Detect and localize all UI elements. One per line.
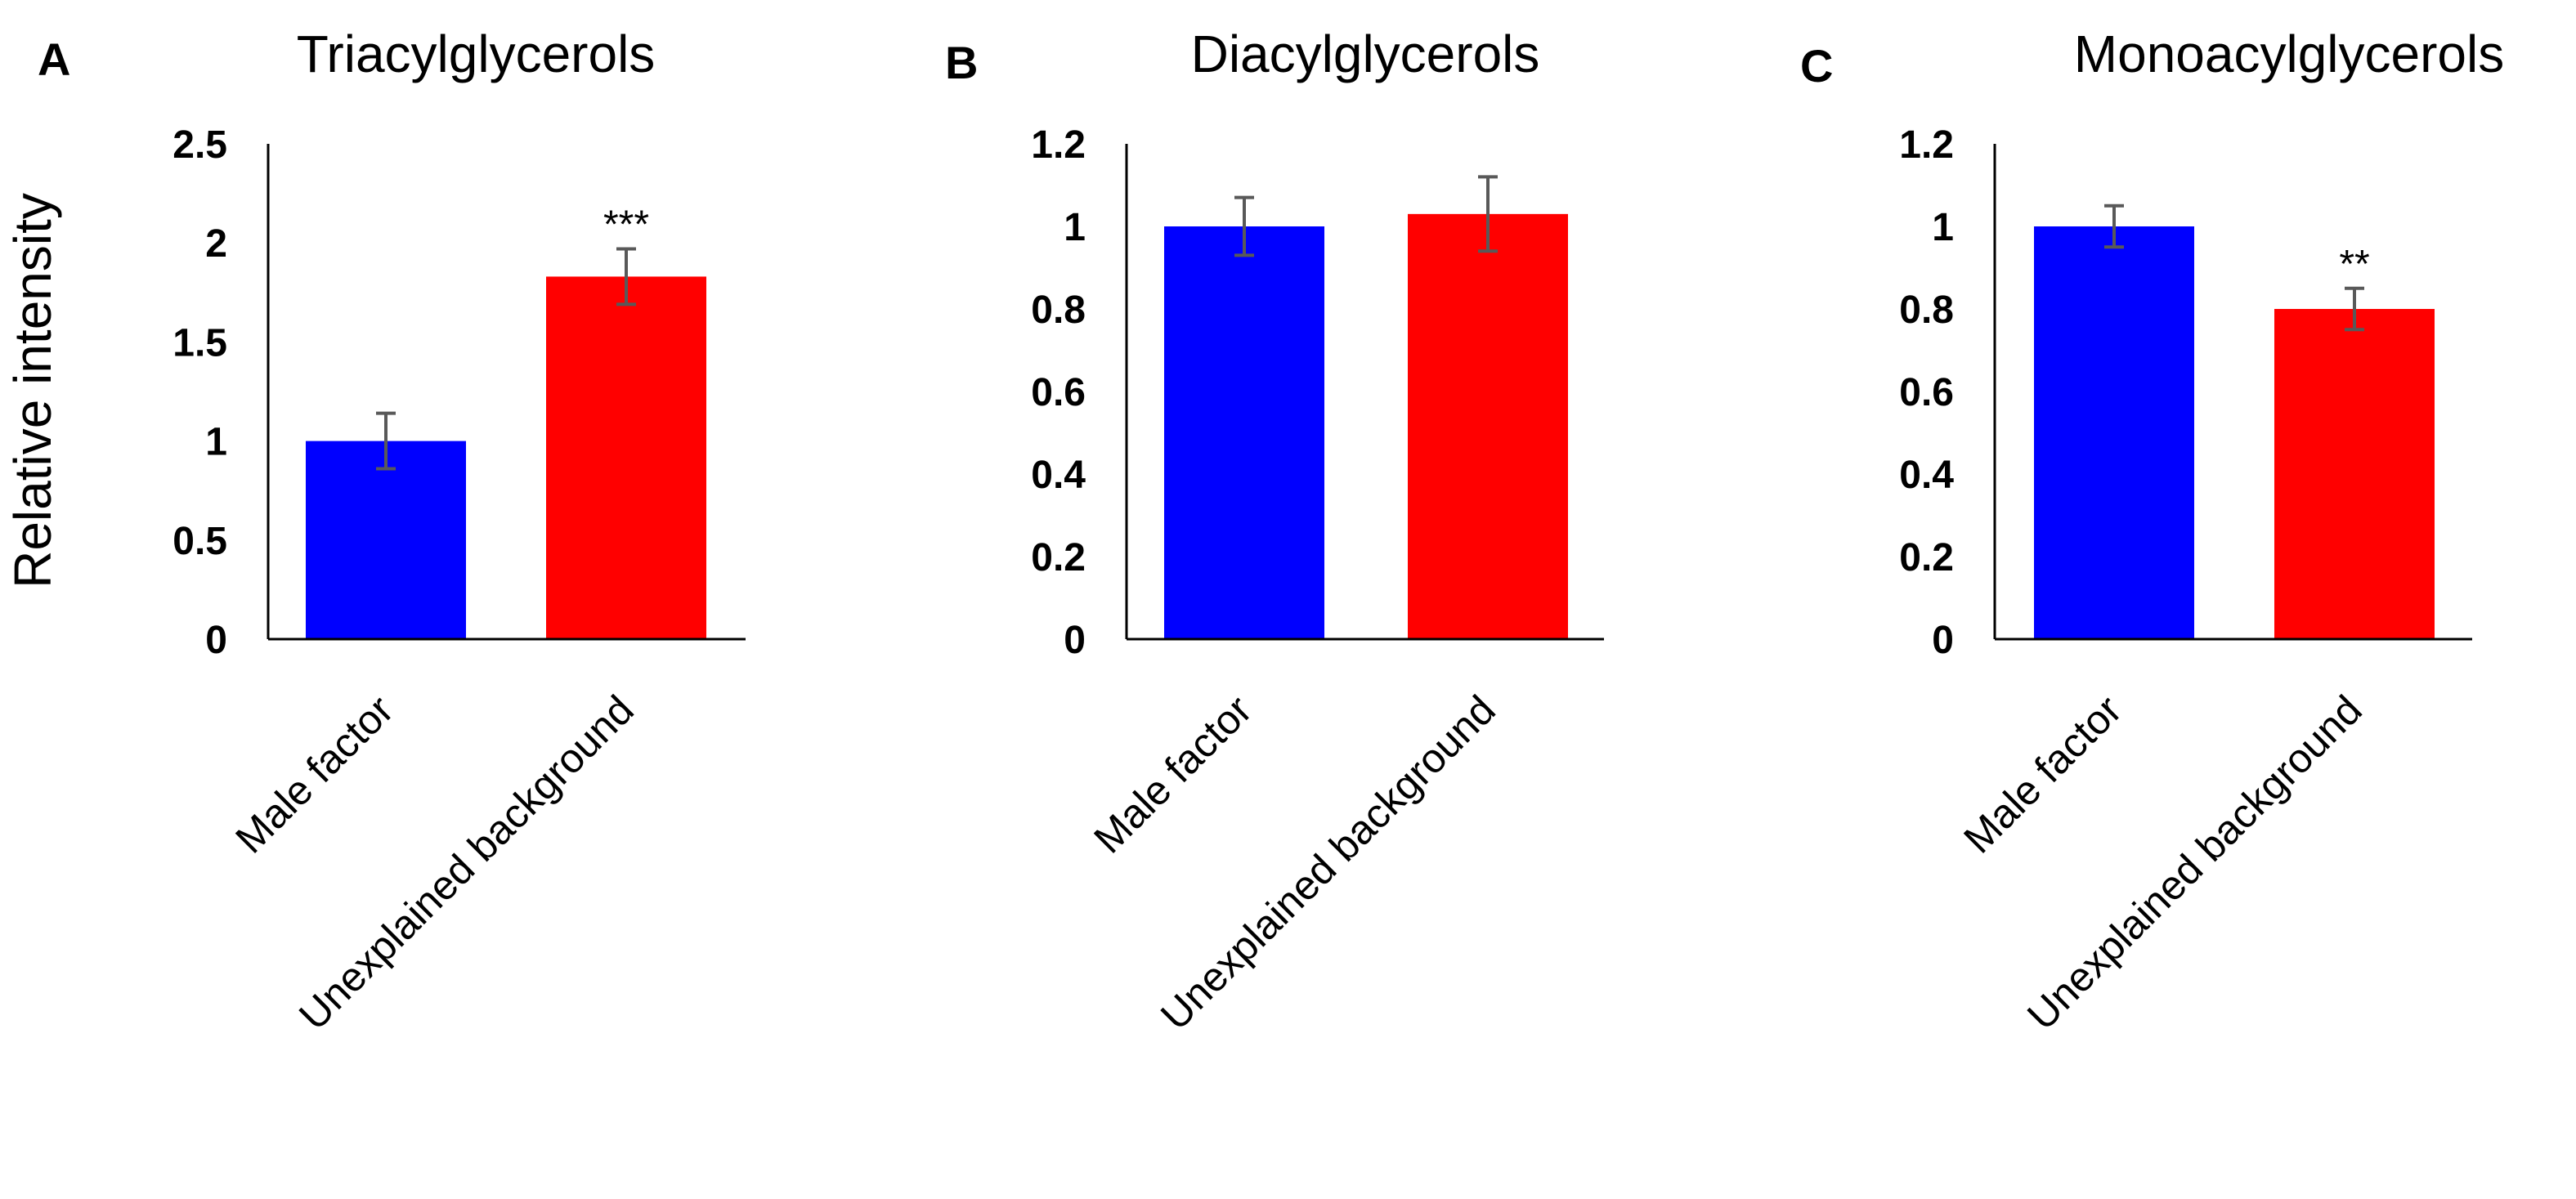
- error-bar: [2345, 286, 2364, 332]
- bars: [1164, 175, 1568, 640]
- error-bar: [616, 247, 636, 306]
- y-tick-label: 1.2: [1031, 123, 1086, 167]
- y-ticks: 0 0.5 1 1.5 2 2.5: [172, 123, 227, 662]
- chart-title: Monoacylglycerols: [2074, 25, 2504, 83]
- y-tick-label: 0: [1064, 619, 1086, 662]
- y-tick-label: 0.5: [172, 520, 227, 563]
- bar: [2274, 309, 2435, 639]
- y-tick-label: 0.8: [1899, 289, 1954, 332]
- y-tick-label: 0.6: [1899, 371, 1954, 414]
- y-tick-label: 0.2: [1031, 536, 1086, 579]
- y-tick-label: 2.5: [172, 123, 227, 167]
- bar: [2034, 226, 2194, 639]
- bar: [1164, 226, 1324, 639]
- y-ticks: 0 0.2 0.4 0.6 0.8 1 1.2: [1899, 123, 1954, 662]
- error-bar: [1478, 175, 1498, 253]
- y-ticks: 0 0.2 0.4 0.6 0.8 1 1.2: [1031, 123, 1086, 662]
- y-tick-label: 0: [205, 619, 227, 662]
- panel-letter: A: [38, 34, 70, 85]
- y-tick-label: 0.4: [1899, 454, 1954, 497]
- y-tick-label: 0.4: [1031, 454, 1086, 497]
- bars: **: [2034, 204, 2435, 639]
- chart-title: Diacylglycerols: [1191, 25, 1540, 83]
- significance-label: ***: [603, 203, 649, 246]
- significance-label: **: [2339, 243, 2369, 286]
- category-label: Male factor: [1085, 687, 1260, 861]
- error-bar: [376, 411, 396, 471]
- panel-letter: C: [1800, 40, 1833, 92]
- y-tick-label: 1: [1932, 206, 1954, 249]
- panel-letter: B: [945, 37, 978, 88]
- y-tick-label: 1.2: [1899, 123, 1954, 167]
- y-axis-label: Relative intensity: [3, 193, 62, 588]
- category-label: Male factor: [1955, 687, 2130, 861]
- bars: ***: [306, 203, 706, 639]
- y-tick-label: 0.8: [1031, 289, 1086, 332]
- error-bar: [1234, 195, 1254, 257]
- y-tick-label: 1.5: [172, 321, 227, 365]
- chart-title: Triacylglycerols: [297, 25, 656, 83]
- y-tick-label: 1: [205, 421, 227, 464]
- y-tick-label: 1: [1064, 206, 1086, 249]
- y-tick-label: 2: [205, 222, 227, 266]
- bar: [546, 276, 706, 639]
- bar: [306, 441, 466, 639]
- error-bar: [2104, 204, 2124, 249]
- panel-c: C Monoacylglycerols 0 0.2 0.4 0.6 0.8 1 1.2 **…: [1800, 25, 2504, 1039]
- y-tick-label: 0.6: [1031, 371, 1086, 414]
- category-label: Male factor: [226, 687, 401, 861]
- bar: [1408, 213, 1568, 640]
- panel-b: B Diacylglycerols 0 0.2 0.4 0.6 0.8 1 1.2 Male…: [945, 25, 1604, 1039]
- y-tick-label: 0: [1932, 619, 1954, 662]
- y-tick-label: 0.2: [1899, 536, 1954, 579]
- panel-a: A Triacylglycerols 0 0.5 1 1.5 2 2.5 *** Male…: [38, 25, 746, 1039]
